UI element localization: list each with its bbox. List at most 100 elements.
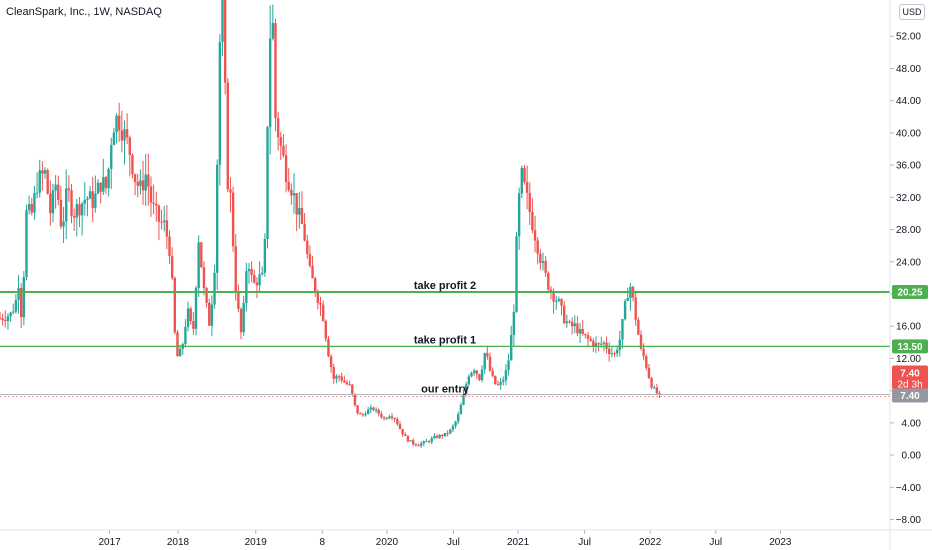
candle-body bbox=[33, 193, 36, 213]
candle-body bbox=[430, 438, 433, 442]
candle-body bbox=[308, 254, 312, 266]
candle-body bbox=[364, 414, 367, 416]
candle-body bbox=[91, 191, 94, 208]
candle-body bbox=[160, 221, 163, 223]
candle-body bbox=[377, 409, 380, 414]
candle-body bbox=[147, 174, 150, 187]
y-tick-label: 36.00 bbox=[896, 161, 921, 172]
candle-body bbox=[359, 413, 362, 415]
candle-body bbox=[141, 180, 145, 191]
candle-body bbox=[647, 367, 651, 379]
candle-body bbox=[398, 423, 402, 430]
candle-body bbox=[586, 335, 590, 339]
candle-body bbox=[144, 174, 147, 191]
candle-body bbox=[374, 409, 378, 411]
candle-body bbox=[568, 321, 571, 323]
candle-body bbox=[555, 300, 558, 302]
candle-body bbox=[298, 208, 301, 215]
candle-body bbox=[300, 208, 304, 224]
candle-body bbox=[192, 321, 195, 329]
candle-body bbox=[290, 189, 293, 196]
candle-body bbox=[409, 440, 412, 442]
candle-body bbox=[464, 384, 468, 395]
x-tick-label: 2020 bbox=[376, 537, 399, 548]
candle-body bbox=[539, 253, 542, 263]
candle-body bbox=[14, 300, 18, 312]
candle-body bbox=[433, 436, 436, 439]
candle-body bbox=[457, 414, 460, 422]
candle-body bbox=[390, 416, 394, 419]
y-tick-label: 48.00 bbox=[896, 64, 921, 75]
candle-body bbox=[155, 203, 158, 206]
candle-body bbox=[165, 220, 169, 237]
candle-body bbox=[78, 204, 81, 216]
candle-body bbox=[94, 193, 97, 208]
candle-body bbox=[51, 190, 55, 214]
candle-body bbox=[117, 115, 121, 131]
candle-body bbox=[72, 216, 76, 218]
candle-body bbox=[311, 265, 314, 279]
level-label: take profit 1 bbox=[414, 334, 476, 346]
candle-body bbox=[382, 417, 386, 419]
candle-body bbox=[223, 0, 227, 83]
candle-body bbox=[417, 445, 420, 447]
candle-body bbox=[67, 188, 71, 191]
x-tick-label: Jul bbox=[578, 537, 591, 548]
candle-body bbox=[594, 343, 598, 347]
candle-body bbox=[202, 267, 206, 289]
candle-body bbox=[186, 308, 190, 327]
candle-body bbox=[86, 198, 89, 200]
candle-body bbox=[422, 441, 425, 444]
candle-body bbox=[80, 203, 84, 216]
candle-body bbox=[412, 440, 415, 445]
y-tick-label: 16.00 bbox=[896, 322, 921, 333]
candle-body bbox=[41, 170, 44, 174]
candle-body bbox=[120, 130, 124, 141]
candle-body bbox=[295, 193, 298, 215]
candle-body bbox=[404, 434, 407, 436]
candle-body bbox=[200, 242, 203, 268]
candle-body bbox=[573, 323, 576, 327]
candle-body bbox=[356, 405, 359, 414]
candle-body bbox=[369, 407, 373, 410]
candle-body bbox=[321, 304, 325, 321]
candle-body bbox=[173, 278, 177, 333]
candle-body bbox=[483, 353, 486, 370]
candle-body bbox=[438, 434, 441, 438]
candle-body bbox=[560, 299, 563, 306]
candle-body bbox=[268, 38, 272, 128]
candle-body bbox=[266, 127, 269, 239]
candle-body bbox=[470, 372, 473, 377]
candle-body bbox=[504, 370, 508, 381]
candle-body bbox=[282, 145, 285, 156]
candle-body bbox=[149, 186, 153, 203]
candle-body bbox=[547, 272, 550, 290]
candle-body bbox=[316, 292, 320, 304]
candle-body bbox=[520, 167, 524, 194]
candle-body bbox=[19, 288, 23, 318]
candle-body bbox=[30, 204, 33, 213]
candle-body bbox=[454, 421, 457, 427]
candle-body bbox=[570, 321, 574, 327]
currency-selector[interactable]: USD bbox=[899, 4, 925, 20]
candle-body bbox=[287, 181, 290, 190]
candle-body bbox=[208, 302, 211, 326]
candle-body bbox=[536, 240, 539, 254]
candle-body bbox=[337, 376, 341, 378]
candle-body bbox=[618, 339, 622, 350]
candle-body bbox=[332, 367, 335, 379]
candle-body bbox=[168, 236, 171, 257]
candle-body bbox=[43, 170, 47, 174]
level-label: take profit 2 bbox=[414, 280, 476, 292]
candle-body bbox=[306, 240, 309, 255]
candle-body bbox=[213, 272, 216, 305]
candle-body bbox=[65, 188, 68, 222]
candle-body bbox=[592, 340, 595, 347]
candle-body bbox=[131, 154, 134, 175]
candle-body bbox=[531, 211, 534, 231]
candle-body bbox=[462, 394, 465, 405]
candle-body bbox=[597, 343, 600, 345]
candle-body bbox=[419, 443, 423, 446]
candle-body bbox=[163, 220, 166, 223]
